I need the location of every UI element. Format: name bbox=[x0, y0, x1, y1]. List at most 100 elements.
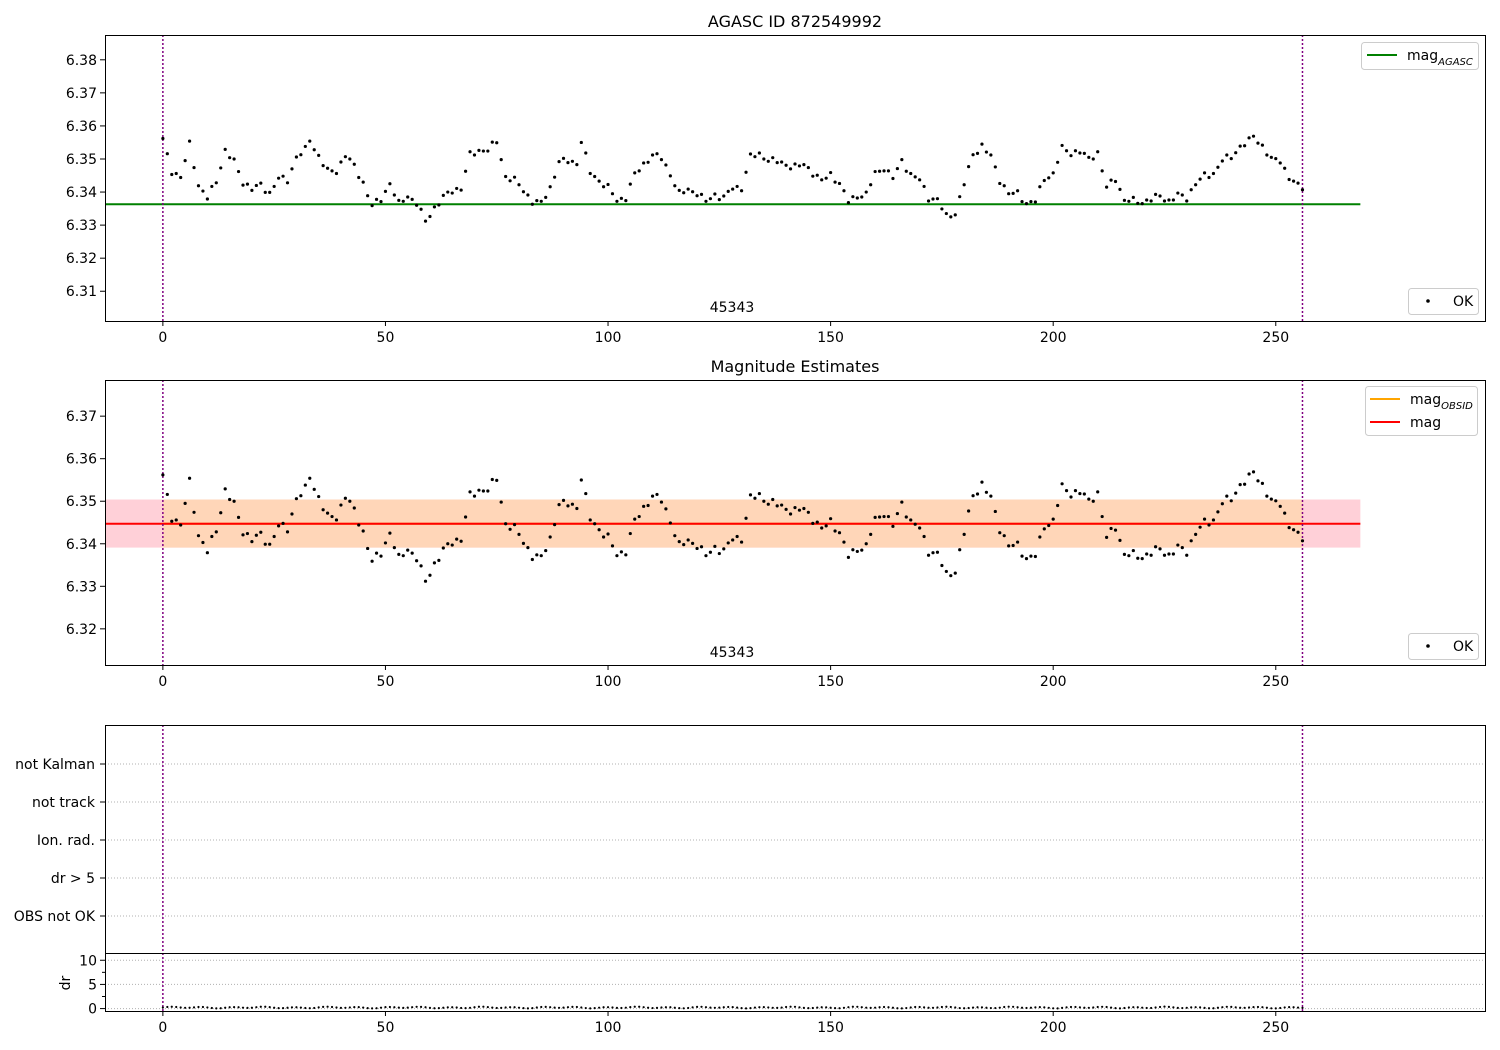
data-point bbox=[610, 192, 615, 196]
data-point bbox=[949, 574, 953, 578]
data-point bbox=[570, 159, 575, 163]
data-point bbox=[441, 546, 445, 550]
data-point bbox=[423, 219, 428, 223]
data-point bbox=[402, 1006, 405, 1009]
data-point bbox=[255, 1006, 258, 1009]
data-point bbox=[1141, 1006, 1144, 1009]
data-point bbox=[174, 518, 178, 522]
data-point bbox=[1012, 1005, 1015, 1008]
data-point bbox=[330, 514, 334, 519]
data-point bbox=[201, 1005, 205, 1009]
data-point bbox=[668, 521, 672, 525]
data-point bbox=[1118, 538, 1122, 542]
data-point bbox=[784, 1005, 788, 1009]
data-point bbox=[1024, 557, 1029, 561]
data-point bbox=[393, 1006, 396, 1009]
data-point bbox=[1172, 1006, 1175, 1009]
data-point bbox=[268, 1006, 271, 1009]
data-point bbox=[927, 1006, 930, 1009]
data-point bbox=[246, 1006, 249, 1010]
data-point bbox=[780, 1006, 783, 1009]
data-point bbox=[1033, 554, 1037, 559]
data-point bbox=[419, 564, 423, 568]
data-point bbox=[304, 1006, 307, 1010]
data-point bbox=[1087, 155, 1091, 159]
data-point bbox=[463, 169, 468, 173]
data-point bbox=[642, 504, 646, 508]
data-point bbox=[860, 195, 864, 199]
data-point bbox=[334, 518, 339, 522]
legend-mag-lines: magOBSID mag bbox=[1365, 386, 1478, 436]
data-point bbox=[824, 524, 828, 528]
data-point bbox=[281, 521, 285, 525]
data-point bbox=[660, 1006, 663, 1009]
data-point bbox=[642, 161, 646, 165]
x-tick-label: 200 bbox=[1040, 1020, 1067, 1036]
data-point bbox=[228, 497, 232, 502]
data-point bbox=[1234, 491, 1238, 495]
data-point bbox=[549, 1006, 552, 1009]
legend-ok-middle: OK bbox=[1408, 633, 1479, 660]
data-point bbox=[468, 150, 472, 154]
data-point bbox=[383, 541, 388, 545]
data-point bbox=[210, 534, 214, 539]
data-point bbox=[953, 213, 957, 217]
y-tick-label: 6.35 bbox=[66, 494, 97, 510]
data-point bbox=[708, 197, 713, 201]
data-point bbox=[170, 519, 174, 523]
data-point bbox=[886, 514, 891, 519]
data-point bbox=[428, 214, 432, 219]
data-point bbox=[290, 1006, 294, 1009]
x-tick-label: 100 bbox=[595, 1020, 622, 1036]
data-point bbox=[699, 192, 704, 196]
data-point bbox=[192, 165, 196, 170]
data-point bbox=[838, 1007, 841, 1010]
data-point bbox=[597, 179, 601, 183]
data-point bbox=[882, 169, 886, 173]
y-tick-label: 6.32 bbox=[66, 622, 97, 638]
data-point bbox=[486, 149, 490, 153]
data-point bbox=[491, 1006, 494, 1009]
data-point bbox=[922, 1006, 926, 1009]
data-point bbox=[442, 1006, 445, 1009]
data-point bbox=[388, 182, 392, 186]
data-point bbox=[517, 183, 521, 187]
data-point bbox=[998, 181, 1002, 186]
data-point bbox=[357, 523, 361, 527]
data-point bbox=[215, 1007, 218, 1010]
data-point bbox=[1207, 1007, 1211, 1010]
data-point bbox=[722, 194, 726, 198]
data-point bbox=[971, 153, 975, 157]
data-point bbox=[1011, 191, 1015, 195]
data-point bbox=[303, 483, 307, 487]
data-point bbox=[508, 1006, 512, 1009]
data-point bbox=[984, 490, 989, 494]
data-point bbox=[994, 1006, 997, 1010]
panel-dr-frame bbox=[105, 953, 1486, 1012]
data-point bbox=[326, 1005, 329, 1008]
data-point bbox=[1136, 1006, 1139, 1009]
data-point bbox=[254, 183, 258, 188]
legend-ok-top-marker bbox=[1426, 299, 1430, 303]
panel-agasc: AGASC ID 872549992 0 50 100 150 200 250 6.31 6.… bbox=[66, 12, 1486, 346]
data-point bbox=[571, 1005, 574, 1008]
data-point bbox=[1042, 527, 1046, 531]
data-point bbox=[415, 1005, 418, 1008]
data-point bbox=[1078, 1006, 1082, 1009]
data-point bbox=[1074, 1005, 1077, 1009]
data-point bbox=[1154, 1006, 1157, 1009]
data-point bbox=[967, 1006, 970, 1010]
x-tick-label: 0 bbox=[158, 330, 167, 346]
data-point bbox=[187, 139, 192, 143]
x-tick-label: 200 bbox=[1040, 330, 1067, 346]
data-point bbox=[1127, 199, 1131, 203]
data-point bbox=[673, 534, 677, 538]
data-point bbox=[1163, 1005, 1166, 1008]
data-point bbox=[512, 523, 517, 527]
data-point bbox=[891, 1006, 895, 1009]
data-point bbox=[1176, 1006, 1179, 1009]
data-point bbox=[437, 203, 441, 207]
data-point bbox=[308, 1007, 311, 1010]
data-point bbox=[963, 1007, 966, 1010]
